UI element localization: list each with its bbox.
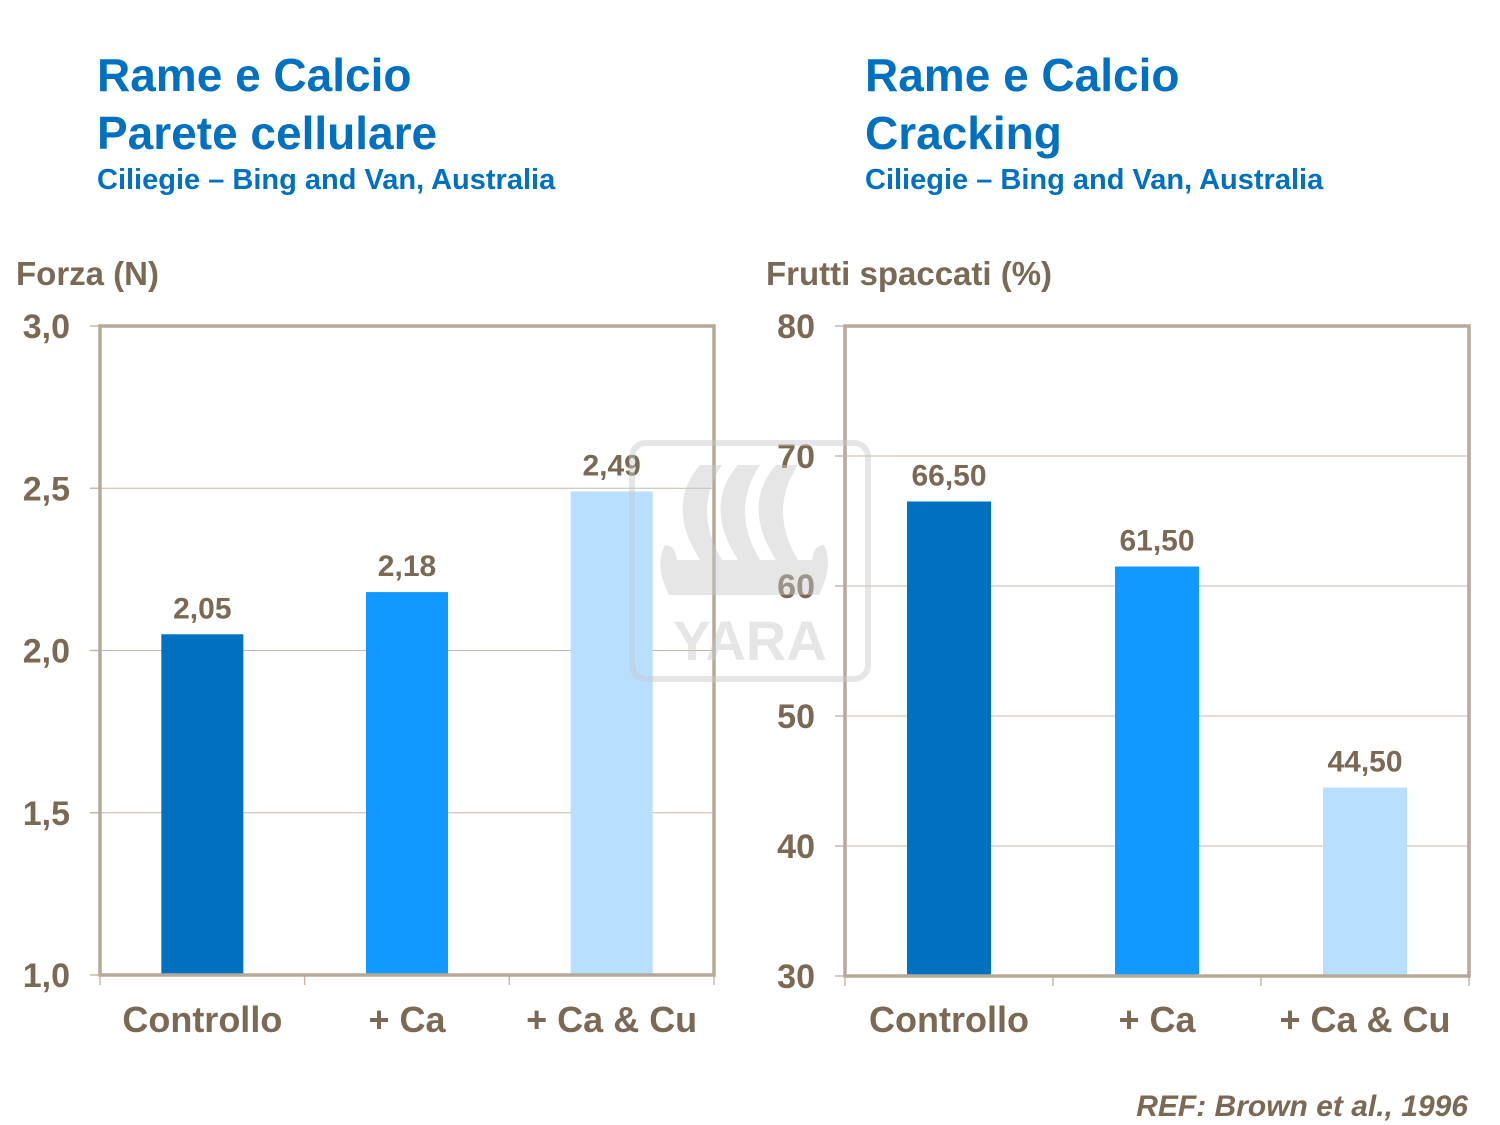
chart-1: 1,0 1,5 2,0 2,5 3,0 2,05 Controllo 2,18 + Ca 2,49…: [23, 308, 716, 1040]
bar-controllo: [161, 634, 244, 975]
data-label: 44,50: [1327, 746, 1402, 779]
right-y-axis-label: Frutti spaccati (%): [766, 255, 1053, 292]
y-tick-label: 1,0: [23, 957, 70, 995]
y-tick-label: 70: [777, 438, 815, 476]
category-label: + Ca & Cu: [526, 999, 697, 1040]
bar-ca: [1115, 566, 1199, 976]
y-tick-label: 3,0: [23, 308, 70, 346]
right-title-line1: Rame e Calcio: [865, 49, 1180, 101]
right-subtitle: Ciliegie – Bing and Van, Australia: [865, 164, 1324, 196]
data-label: 61,50: [1119, 525, 1194, 558]
y-tick-label: 1,5: [23, 795, 70, 833]
left-title-line1: Rame e Calcio: [97, 49, 412, 101]
y-tick-label: 2,0: [23, 633, 70, 671]
category-label: + Ca: [368, 999, 446, 1040]
y-tick-label: 60: [777, 568, 815, 606]
left-title-line2: Parete cellulare: [97, 107, 438, 159]
logo-ship: [660, 545, 828, 595]
y-tick-label: 80: [777, 308, 815, 346]
logo-text: YARA: [673, 609, 827, 672]
category-label: Controllo: [869, 999, 1029, 1040]
y-tick-label: 50: [777, 698, 815, 736]
data-label: 2,05: [173, 592, 231, 625]
yara-watermark-logo: YARA: [629, 440, 871, 682]
category-label: + Ca: [1118, 999, 1196, 1040]
y-tick-label: 2,5: [23, 470, 70, 508]
plot-frame: [98, 324, 716, 977]
logo-sail: [720, 465, 760, 560]
bar-ca: [366, 592, 448, 975]
bar-controllo: [907, 501, 991, 976]
left-subtitle: Ciliegie – Bing and Van, Australia: [97, 164, 556, 196]
data-label: 2,18: [378, 550, 436, 583]
logo-sail: [682, 465, 722, 560]
category-label: Controllo: [122, 999, 282, 1040]
logo-frame: [629, 440, 871, 682]
data-label: 66,50: [911, 460, 986, 493]
y-tick-label: 40: [777, 828, 815, 866]
logo-sail: [758, 465, 798, 560]
reference-note: REF: Brown et al., 1996: [1136, 1090, 1468, 1123]
plot-frame: [843, 324, 1471, 978]
bar-cacu: [570, 491, 653, 975]
chart-2: 30 40 50 60 70 80 66,50 Controllo 61,50 + Ca 44,50…: [777, 308, 1471, 1040]
data-label: 2,49: [582, 449, 640, 482]
y-tick-label: 30: [777, 958, 815, 996]
bar-cacu: [1323, 787, 1407, 976]
right-title-line2: Cracking: [865, 107, 1062, 159]
category-label: + Ca & Cu: [1279, 999, 1450, 1040]
left-y-axis-label: Forza (N): [16, 255, 159, 292]
